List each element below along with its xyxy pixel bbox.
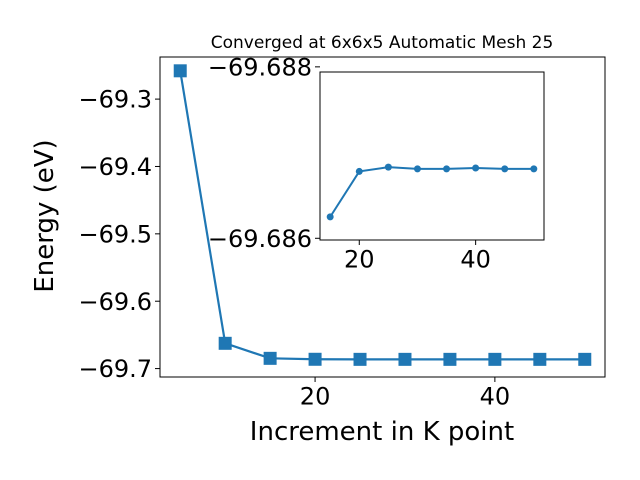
data-point xyxy=(501,165,509,173)
inset-y-ticks: −69.688 −69.686 xyxy=(208,53,320,253)
data-point xyxy=(472,164,480,172)
y-tick-label: −69.5 xyxy=(78,220,152,248)
data-point xyxy=(578,352,592,366)
x-axis-label: Increment in K point xyxy=(250,417,514,447)
main-x-ticks: 20 40 xyxy=(300,377,510,410)
y-tick-label: −69.688 xyxy=(208,53,312,81)
x-tick-label: 20 xyxy=(344,245,375,273)
x-tick-label: 20 xyxy=(300,382,331,410)
data-point xyxy=(308,352,322,366)
data-point xyxy=(413,165,421,173)
data-point xyxy=(218,336,232,350)
main-series xyxy=(173,64,592,366)
data-point xyxy=(533,352,547,366)
inset-x-ticks: 20 40 xyxy=(344,240,491,273)
inset-series xyxy=(326,163,538,221)
x-tick-label: 40 xyxy=(460,245,491,273)
y-tick-label: −69.7 xyxy=(78,355,152,383)
data-point xyxy=(263,351,277,365)
data-point xyxy=(488,352,502,366)
data-point xyxy=(326,213,334,221)
inset-plot-frame xyxy=(319,71,545,241)
y-tick-label: −69.4 xyxy=(78,153,152,181)
data-point xyxy=(443,165,451,173)
series-line xyxy=(329,166,534,218)
main-plot-frame xyxy=(159,56,606,378)
y-axis-label: Energy (eV) xyxy=(30,139,60,292)
y-tick-label: −69.686 xyxy=(208,225,312,253)
data-point xyxy=(353,352,367,366)
data-point xyxy=(530,165,538,173)
main-y-ticks: −69.3 −69.4 −69.5 −69.6 −69.7 xyxy=(78,86,160,383)
y-tick-label: −69.6 xyxy=(78,288,152,316)
y-tick-label: −69.3 xyxy=(78,86,152,114)
series-line xyxy=(179,70,585,361)
data-point xyxy=(355,167,363,175)
data-point xyxy=(384,163,392,171)
chart-title: Converged at 6x6x5 Automatic Mesh 25 xyxy=(211,33,554,53)
x-tick-label: 40 xyxy=(480,382,511,410)
data-point xyxy=(173,64,187,78)
data-point xyxy=(398,352,412,366)
data-point xyxy=(443,352,457,366)
